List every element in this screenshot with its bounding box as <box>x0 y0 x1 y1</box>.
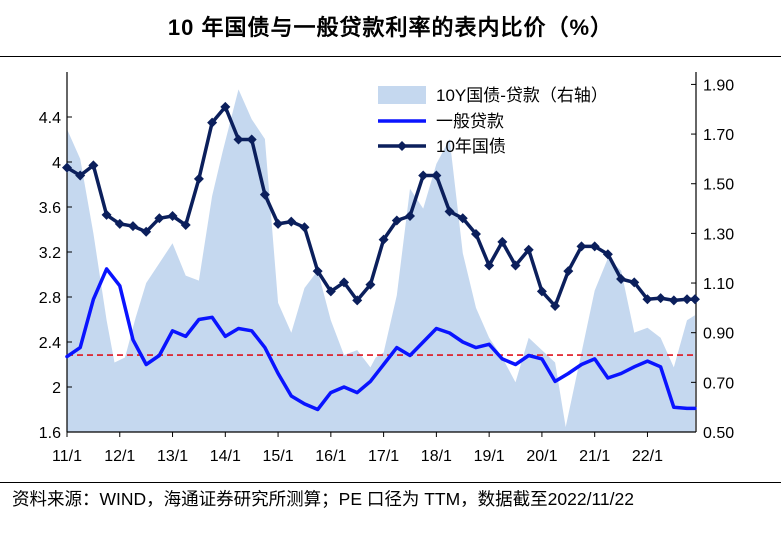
footer-divider <box>0 482 781 483</box>
bond-data-point <box>484 260 495 271</box>
spread-area-series <box>67 89 695 433</box>
bond-data-point <box>457 213 468 224</box>
loan-rate-line <box>65 267 697 412</box>
bond-data-point <box>273 218 284 229</box>
x-tick-label: 11/1 <box>52 448 82 465</box>
bond-data-point <box>286 216 297 227</box>
bond-data-point <box>193 173 204 184</box>
left-tick-label: 3.2 <box>39 245 61 262</box>
x-tick-label: 13/1 <box>157 448 188 465</box>
bond-data-point <box>563 266 574 277</box>
bond-data-point <box>259 189 270 200</box>
bond-data-point <box>62 162 72 173</box>
bond-data-point <box>576 241 587 252</box>
bond-data-point <box>167 211 178 221</box>
bond-data-point <box>312 266 323 277</box>
bond-data-point <box>365 279 376 290</box>
bond-data-point <box>470 229 481 239</box>
bond-data-point <box>689 294 700 305</box>
right-tick-label: 0.90 <box>703 326 734 343</box>
bond-data-point <box>444 206 455 217</box>
right-tick-label: 1.10 <box>703 276 734 293</box>
bond-data-point <box>616 274 627 284</box>
bond-yield-series <box>62 101 700 311</box>
right-tick-label: 1.30 <box>703 226 734 243</box>
bond-data-point <box>101 209 112 220</box>
bond-data-point <box>668 295 679 306</box>
bond-data-point <box>404 211 415 221</box>
left-tick-label: 3.6 <box>39 200 61 217</box>
bond-data-point <box>682 294 693 305</box>
bond-data-point <box>589 241 600 252</box>
bond-data-point <box>602 249 613 260</box>
left-tick-label: 2 <box>52 380 61 397</box>
bond-data-point <box>642 294 653 305</box>
source-note: 资料来源：WIND，海通证券研究所测算；PE 口径为 TTM，数据截至2022/… <box>12 489 634 509</box>
left-tick-label: 4 <box>52 155 61 172</box>
right-tick-label: 0.50 <box>703 425 734 442</box>
legend-label-loan: 一般贷款 <box>436 112 504 131</box>
x-tick-label: 22/1 <box>632 448 663 465</box>
x-tick-label: 17/1 <box>368 448 399 465</box>
bond-data-point <box>75 170 86 181</box>
bond-data-point <box>233 134 244 145</box>
legend-diamond-marker <box>397 141 407 151</box>
legend-label-spread: 10Y国债-贷款（右轴） <box>436 86 608 105</box>
x-tick-label: 18/1 <box>421 448 452 465</box>
x-tick-label: 12/1 <box>104 448 135 465</box>
left-tick-label: 1.6 <box>39 425 61 442</box>
bond-data-point <box>378 234 389 245</box>
bond-data-point <box>550 301 561 311</box>
x-tick-label: 14/1 <box>210 448 241 465</box>
bond-data-point <box>180 220 191 230</box>
legend-label-bond: 10年国债 <box>436 137 506 156</box>
x-tick-label: 19/1 <box>474 448 505 465</box>
bond-data-point <box>523 244 534 255</box>
bond-data-point <box>207 117 218 128</box>
left-tick-label: 2.8 <box>39 290 61 307</box>
bond-data-point <box>141 226 152 237</box>
bond-data-point <box>418 170 429 181</box>
bond-data-point <box>325 286 336 297</box>
legend: 10Y国债-贷款（右轴） 一般贷款 10年国债 <box>378 86 608 156</box>
left-tick-label: 2.4 <box>39 335 61 352</box>
bond-data-point <box>431 170 442 181</box>
x-tick-label: 16/1 <box>315 448 346 465</box>
left-tick-label: 4.4 <box>39 110 61 127</box>
bond-data-point <box>497 236 508 247</box>
bond-data-point <box>246 134 257 145</box>
bond-data-point <box>339 277 350 288</box>
right-tick-label: 0.70 <box>703 375 734 392</box>
chart-title: 10 年国债与一般贷款利率的表内比价（%） <box>0 0 781 57</box>
chart: 1.6 2 2.4 2.8 3.2 3.6 4 4.4 0.50 0.70 0.90 1.10 1.30… <box>39 72 734 465</box>
bond-data-point <box>154 213 165 224</box>
bond-data-point <box>88 160 99 171</box>
x-tick-label: 21/1 <box>579 448 610 465</box>
bond-data-point <box>220 101 231 112</box>
x-tick-label: 20/1 <box>526 448 557 465</box>
x-tick-label: 15/1 <box>263 448 294 465</box>
bond-data-point <box>352 295 363 306</box>
legend-swatch-spread <box>378 86 426 104</box>
bond-data-point <box>510 260 521 271</box>
bond-data-point <box>655 293 666 304</box>
loan-rate-series <box>65 267 697 412</box>
spread-area <box>67 89 695 433</box>
bond-data-point <box>127 221 138 232</box>
right-tick-label: 1.50 <box>703 177 734 194</box>
bond-data-point <box>536 286 547 297</box>
bond-data-point <box>629 277 640 288</box>
bond-data-point <box>114 218 125 229</box>
right-tick-label: 1.90 <box>703 77 734 94</box>
bond-data-point <box>391 215 402 226</box>
axes: 1.6 2 2.4 2.8 3.2 3.6 4 4.4 0.50 0.70 0.90 1.10 1.30… <box>39 72 734 465</box>
bond-data-point <box>299 222 310 233</box>
right-tick-label: 1.70 <box>703 127 734 144</box>
